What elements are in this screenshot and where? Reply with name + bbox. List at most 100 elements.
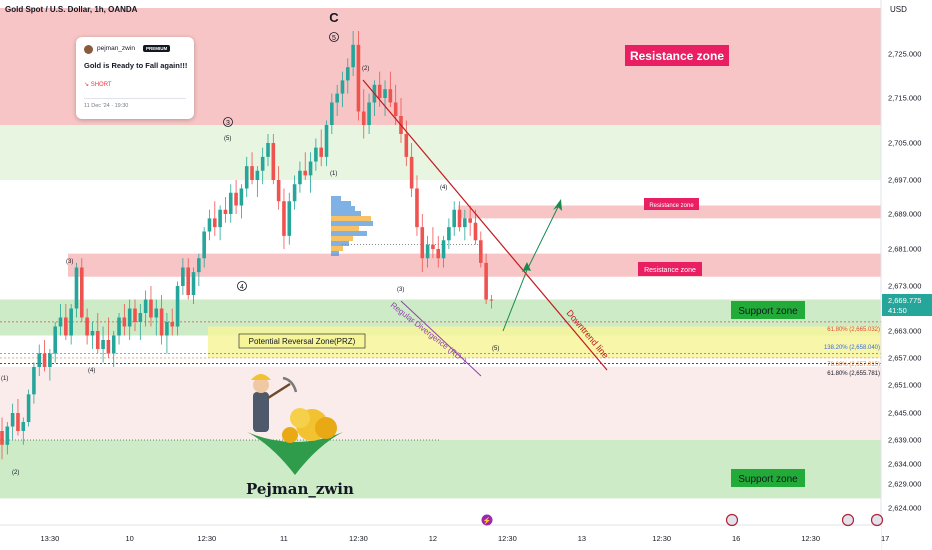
candle-body — [191, 272, 196, 295]
wave-label: (3) — [397, 287, 404, 293]
candle — [42, 340, 47, 372]
currency-selector[interactable]: USD — [890, 5, 907, 14]
candle-body — [58, 317, 63, 327]
candle-body — [80, 267, 84, 318]
candle — [298, 161, 302, 193]
us-flag-event-icon[interactable] — [841, 513, 855, 527]
candle — [69, 304, 73, 345]
candle-body — [479, 240, 483, 263]
short-direction-label: ↘ SHORT — [84, 82, 112, 88]
us-flag-event-icon[interactable] — [725, 513, 739, 527]
candle — [58, 304, 63, 336]
svg-text:Potential Reversal Zone(PRZ): Potential Reversal Zone(PRZ) — [249, 337, 356, 346]
candle-body — [143, 299, 148, 313]
candle-body — [223, 209, 228, 214]
candle — [484, 253, 488, 304]
x-tick-label: 12 — [429, 534, 437, 543]
candle-body — [447, 227, 451, 241]
wave-labels: C 5 3 4 (1) (2) (3) (4) (5) (2) (1) (3) … — [1, 10, 499, 476]
candle-body — [154, 308, 159, 318]
y-tick-label: 2,681.000 — [888, 245, 921, 254]
premium-badge: PREMIUM — [143, 45, 171, 52]
wave-label: (5) — [224, 136, 231, 142]
candle — [106, 317, 111, 358]
candle-body — [409, 156, 414, 189]
wave-label: (4) — [440, 185, 447, 191]
candle — [223, 197, 228, 223]
candle — [16, 399, 20, 436]
downtrend-line[interactable] — [362, 79, 608, 371]
candle — [351, 31, 355, 76]
candle — [452, 201, 456, 236]
x-tick-label: 12:30 — [349, 534, 368, 543]
candle-body — [388, 89, 393, 103]
candle-body — [308, 161, 313, 176]
candle-body — [255, 170, 260, 180]
candle-body — [234, 192, 238, 206]
time-axis[interactable]: 13:30 10 12:30 11 12:30 12 12:30 13 12:30 16 12:30… — [40, 534, 932, 543]
candle — [53, 322, 57, 363]
candle — [441, 235, 446, 268]
candle — [95, 313, 100, 354]
us-flag-event-icon[interactable] — [870, 513, 884, 527]
divergence-line[interactable] — [400, 300, 482, 377]
candle — [244, 156, 249, 197]
idea-card[interactable]: pejman_zwin PREMIUM Gold is Ready to Fal… — [76, 37, 194, 119]
candle-body — [90, 331, 95, 336]
candle-body — [276, 180, 281, 202]
svg-text:41:50: 41:50 — [888, 306, 907, 315]
candle — [404, 120, 409, 167]
candle — [149, 286, 153, 327]
y-tick-label: 2,725.000 — [888, 50, 921, 59]
candle-body — [415, 188, 419, 228]
candle — [5, 422, 10, 455]
candle — [367, 93, 371, 134]
candle-body — [271, 143, 276, 180]
idea-title[interactable]: Gold is Ready to Fall again!!! — [84, 61, 188, 70]
candle — [165, 313, 169, 354]
candle — [436, 235, 441, 268]
x-tick-label: 10 — [126, 534, 134, 543]
lightning-event-icon[interactable]: ⚡ — [481, 514, 493, 526]
candle — [138, 304, 143, 340]
price-axis[interactable]: 2,624.000 2,629.000 2,634.000 2,639.000 2,64… — [888, 50, 921, 513]
fib-lines — [0, 244, 881, 441]
y-tick-label: 2,629.000 — [888, 480, 921, 489]
y-tick-label: 2,689.000 — [888, 210, 921, 219]
svg-text:Resistance zone: Resistance zone — [649, 203, 694, 209]
candle — [335, 84, 339, 116]
projection-arrowhead-1 — [522, 262, 531, 272]
candle-body — [361, 111, 366, 125]
candle-body — [473, 222, 478, 241]
candle — [218, 205, 222, 241]
y-tick-label: 2,663.000 — [888, 327, 921, 336]
candle — [111, 331, 116, 367]
candle-body — [298, 170, 302, 185]
svg-text:Resistance zone: Resistance zone — [644, 267, 696, 274]
candle-body — [244, 166, 249, 189]
candle — [127, 299, 132, 340]
fib-label-78-6: 78.60% (2,657.015) — [827, 362, 880, 368]
candle-body — [335, 93, 339, 103]
x-tick-label: 13:30 — [40, 534, 59, 543]
y-tick-label: 2,705.000 — [888, 139, 921, 148]
svg-text:⚡: ⚡ — [483, 516, 492, 525]
price-axis-bg — [881, 0, 932, 550]
x-tick-label: 12:30 — [197, 534, 216, 543]
candle-body — [484, 262, 488, 300]
candle-body — [175, 286, 180, 327]
candle — [409, 143, 414, 197]
candle — [32, 362, 36, 404]
candle-body — [133, 308, 137, 322]
candle — [207, 209, 212, 241]
author-name[interactable]: pejman_zwin — [97, 45, 135, 52]
candle — [287, 192, 292, 245]
candle-body — [10, 413, 15, 427]
y-tick-label: 2,624.000 — [888, 504, 921, 513]
author-avatar — [84, 45, 93, 54]
candle — [415, 175, 419, 236]
x-tick-label: 16 — [732, 534, 740, 543]
candle — [143, 290, 148, 327]
y-tick-label: 2,715.000 — [888, 94, 921, 103]
